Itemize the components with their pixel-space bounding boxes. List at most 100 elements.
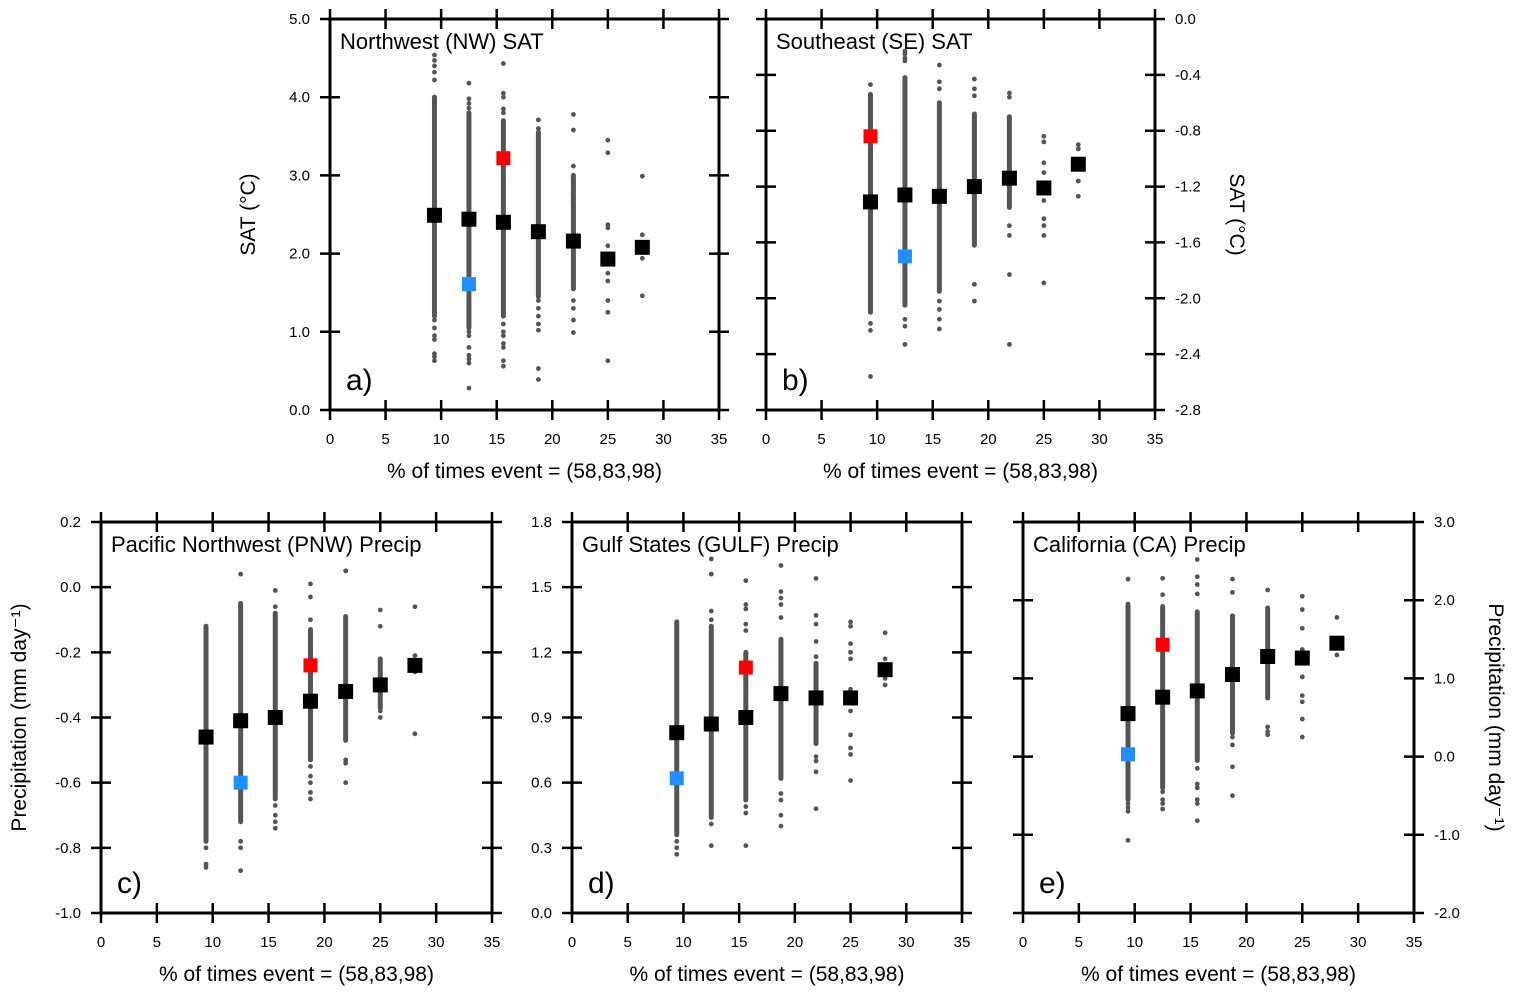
ensemble-member-point (848, 752, 853, 757)
ensemble-member-point (1075, 146, 1081, 152)
ensemble-member-point (1041, 198, 1047, 203)
ensemble-member-point (743, 606, 749, 612)
y-tick-label: 2.0 (1434, 592, 1455, 609)
ensemble-member-point (743, 843, 749, 849)
ensemble-member-point (535, 377, 541, 382)
ensemble-member-point (1160, 592, 1166, 598)
ensemble-member-point (1007, 94, 1012, 100)
blue-marker (897, 249, 912, 264)
ensemble-member-point (708, 556, 714, 562)
ensemble-member-point (778, 615, 784, 620)
y-tick-label: -2.0 (1175, 290, 1201, 307)
x-tick-label: 0 (1019, 934, 1027, 951)
panel-letter: b) (782, 364, 809, 397)
mean-marker (338, 683, 354, 699)
x-axis-title: % of times event = (58,83,98) (1081, 963, 1356, 986)
mean-marker (461, 211, 477, 227)
y-axis-title: Precipitation (mm day⁻¹) (1484, 603, 1507, 831)
y-tick-label: -0.8 (55, 840, 81, 857)
ensemble-member-point (432, 69, 437, 75)
plot-frame (570, 520, 964, 915)
y-axis-title: SAT (°C) (1225, 173, 1248, 255)
ensemble-member-point (902, 341, 908, 347)
panel-title: Pacific Northwest (PNW) Precip (111, 532, 422, 557)
ensemble-member-point (535, 366, 541, 371)
mean-marker (407, 657, 423, 673)
y-tick-label: -0.8 (1175, 123, 1201, 140)
x-tick-label: 20 (544, 431, 561, 448)
ensemble-member-point (1299, 607, 1305, 612)
blue-marker (233, 775, 248, 790)
mean-marker (267, 710, 283, 725)
x-tick-label: 35 (1147, 431, 1164, 448)
ensemble-member-point (1299, 593, 1305, 599)
x-axis-title: % of times event = (58,83,98) (823, 460, 1098, 483)
panel-a: 0 5 10 15 20 25 30 35 0.0 1.0 2.0 3.0 4.0 5.0 % of tim… (237, 9, 729, 483)
y-tick-label: -0.4 (1175, 67, 1201, 84)
ensemble-member-point (605, 278, 611, 284)
ensemble-member-point (1230, 576, 1235, 582)
mean-marker (738, 710, 754, 725)
ensemble-member-point (466, 101, 472, 106)
y-tick-label: -0.2 (55, 644, 81, 661)
ensemble-member-point (466, 385, 472, 391)
x-tick-label: 15 (1182, 934, 1199, 951)
ensemble-member-point (535, 298, 541, 303)
ensemble-member-point (1160, 806, 1166, 812)
ensemble-member-point (971, 76, 977, 82)
ensemble-member-point (743, 602, 749, 607)
ensemble-member-point (1007, 233, 1012, 238)
x-tick-label: 30 (655, 431, 672, 448)
ensemble-member-point (535, 321, 541, 327)
ensemble-member-point (308, 581, 313, 587)
ensemble-member-point (1041, 233, 1047, 238)
ensemble-member-point (308, 594, 313, 600)
ensemble-member-point (1230, 734, 1235, 740)
mean-marker (1224, 666, 1240, 682)
ensemble-member-point (432, 58, 437, 63)
mean-marker (1294, 650, 1310, 666)
ensemble-member-point (848, 641, 853, 647)
ensemble-member-point (571, 204, 576, 210)
panel-title: Southeast (SE) SAT (776, 29, 972, 54)
red-marker (863, 129, 878, 144)
mean-marker (600, 251, 616, 267)
ensemble-member-point (500, 329, 506, 335)
mean-marker (877, 662, 893, 678)
ensemble-member-point (571, 305, 576, 311)
ensemble-member-point (535, 313, 541, 319)
ensemble-member-point (1125, 805, 1131, 810)
ensemble-member-point (1041, 139, 1047, 145)
x-tick-label: 30 (898, 934, 915, 951)
ensemble-member-point (902, 323, 908, 329)
x-tick-label: 30 (428, 934, 445, 951)
y-tick-label: -2.4 (1175, 346, 1201, 363)
ensemble-member-point (571, 112, 576, 117)
ensemble-member-point (868, 82, 873, 88)
ensemble-member-point (571, 163, 576, 169)
ensemble-member-point (377, 715, 383, 720)
ensemble-member-point (848, 708, 853, 714)
ensemble-member-point (1265, 724, 1271, 730)
ensemble-member-point (466, 333, 472, 339)
ensemble-member-point (605, 137, 611, 143)
ensemble-member-point (868, 321, 873, 326)
ensemble-member-point (848, 732, 853, 738)
blue-marker (1121, 747, 1136, 762)
x-tick-label: 30 (1091, 431, 1108, 448)
ensemble-member-point (1041, 280, 1047, 286)
mean-marker (530, 224, 546, 240)
x-tick-label: 20 (980, 431, 997, 448)
ensemble-member-point (500, 61, 506, 66)
x-tick-label: 10 (433, 431, 450, 448)
ensemble-member-point (708, 617, 714, 623)
ensemble-member-point (500, 333, 506, 339)
ensemble-member-point (308, 763, 313, 769)
ensemble-member-point (936, 298, 942, 304)
ensemble-member-point (1125, 801, 1131, 806)
ensemble-member-point (571, 127, 576, 133)
y-tick-label: 0.2 (60, 514, 81, 531)
y-tick-label: 0.9 (531, 710, 552, 727)
ensemble-member-point (936, 326, 942, 332)
